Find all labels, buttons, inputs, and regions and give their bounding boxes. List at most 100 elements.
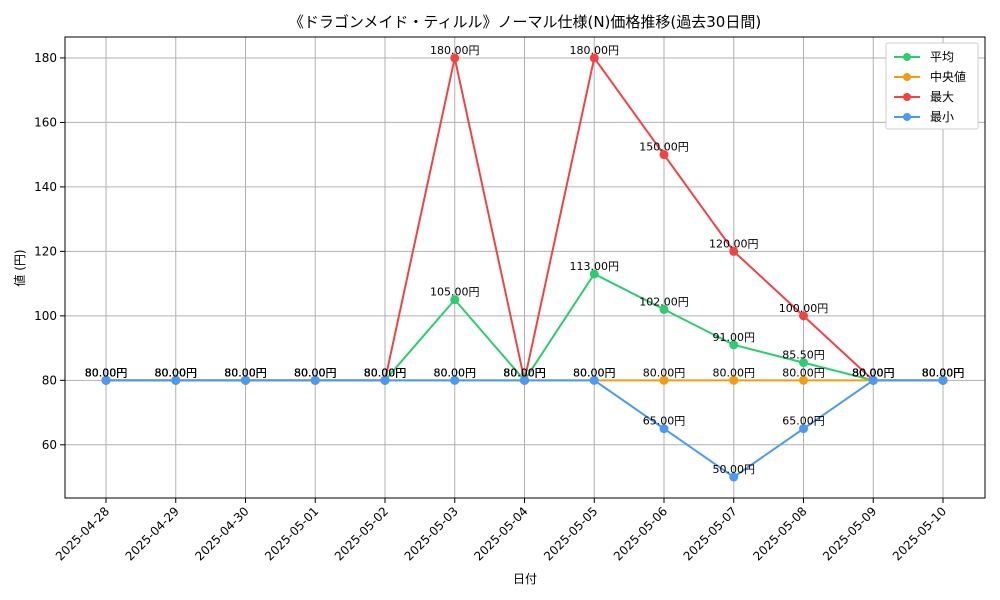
data-label: 80.00円 — [294, 366, 337, 379]
data-point — [938, 375, 948, 385]
data-point — [729, 375, 739, 385]
data-label: 80.00円 — [155, 366, 198, 379]
data-label: 80.00円 — [364, 366, 407, 379]
data-point — [310, 375, 320, 385]
data-label: 50.00円 — [713, 463, 756, 476]
x-axis-ticks: 2025-04-28 2025-04-29 2025-04-30 2025-05-01… — [53, 498, 949, 563]
data-label: 80.00円 — [852, 366, 895, 379]
data-label: 80.00円 — [85, 366, 128, 379]
data-label: 80.00円 — [364, 366, 407, 379]
data-label: 80.00円 — [782, 366, 825, 379]
data-label: 80.00円 — [503, 366, 546, 379]
data-point — [659, 304, 669, 314]
data-label: 180.00円 — [570, 44, 620, 57]
data-point — [520, 375, 529, 385]
data-point — [380, 375, 390, 385]
data-point — [799, 358, 808, 368]
y-tick-label: 80 — [42, 373, 57, 387]
y-tick-label: 180 — [34, 51, 57, 65]
data-label: 120.00円 — [709, 237, 759, 250]
data-point — [799, 311, 808, 321]
data-label: 80.00円 — [573, 366, 616, 379]
data-label: 80.00円 — [364, 366, 407, 379]
data-label: 80.00円 — [434, 366, 477, 379]
data-point — [450, 53, 460, 63]
data-label: 80.00円 — [713, 366, 756, 379]
y-tick-label: 60 — [42, 438, 57, 452]
series-lines — [101, 53, 948, 482]
data-label: 80.00円 — [224, 366, 267, 379]
x-tick-label: 2025-05-05 — [541, 504, 600, 563]
data-label: 80.00円 — [434, 366, 477, 379]
data-label: 80.00円 — [573, 366, 616, 379]
data-point — [450, 375, 460, 385]
y-axis-label: 値 (円) — [12, 249, 27, 286]
data-label: 102.00円 — [639, 295, 689, 308]
data-label: 80.00円 — [85, 366, 128, 379]
data-label: 113.00円 — [570, 260, 620, 273]
data-label: 80.00円 — [503, 366, 546, 379]
data-label: 65.00円 — [782, 415, 825, 428]
data-label: 80.00円 — [852, 366, 895, 379]
data-label: 65.00円 — [643, 415, 686, 428]
y-tick-label: 100 — [34, 309, 57, 323]
y-tick-label: 120 — [34, 244, 57, 258]
data-label: 80.00円 — [643, 366, 686, 379]
data-label: 80.00円 — [852, 366, 895, 379]
legend-label: 中央値 — [930, 69, 966, 84]
data-labels: 80.00円 80.00円 80.00円 80.00円 80.00円 105.00円 80.… — [85, 44, 965, 476]
legend-marker — [903, 93, 911, 101]
x-tick-label: 2025-05-04 — [471, 504, 530, 563]
data-label: 80.00円 — [294, 366, 337, 379]
data-point — [171, 375, 181, 385]
data-label: 80.00円 — [852, 366, 895, 379]
data-label: 80.00円 — [922, 366, 965, 379]
data-point — [799, 375, 808, 385]
data-label: 80.00円 — [155, 366, 198, 379]
y-axis-ticks: 60 80 100 120 140 160 180 — [34, 51, 65, 452]
y-tick-label: 160 — [34, 115, 57, 129]
x-tick-label: 2025-05-06 — [611, 504, 670, 563]
x-tick-label: 2025-05-08 — [750, 504, 809, 563]
data-point — [729, 472, 739, 482]
legend-label: 最大 — [930, 90, 954, 104]
data-point — [868, 375, 878, 385]
data-label: 80.00円 — [922, 366, 965, 379]
data-point — [101, 375, 111, 385]
data-label: 80.00円 — [294, 366, 337, 379]
data-label: 80.00円 — [224, 366, 267, 379]
legend-label: 平均 — [930, 50, 954, 64]
data-label: 85.50円 — [782, 349, 825, 362]
data-label: 80.00円 — [85, 366, 128, 379]
x-tick-label: 2025-04-30 — [192, 504, 251, 563]
data-point — [589, 53, 599, 63]
data-label: 180.00円 — [430, 44, 480, 57]
data-point — [589, 375, 599, 385]
data-label: 100.00円 — [779, 302, 829, 315]
data-label: 150.00円 — [639, 141, 689, 154]
data-label: 80.00円 — [922, 366, 965, 379]
y-tick-label: 140 — [34, 180, 57, 194]
x-tick-label: 2025-05-02 — [332, 504, 391, 563]
data-label: 80.00円 — [85, 366, 128, 379]
legend-marker — [903, 73, 911, 81]
legend-box — [885, 42, 979, 130]
data-point — [659, 424, 669, 434]
data-point — [659, 375, 669, 385]
data-label: 80.00円 — [503, 366, 546, 379]
data-point — [450, 295, 460, 305]
x-tick-label: 2025-05-10 — [890, 504, 949, 563]
data-label: 80.00円 — [503, 366, 546, 379]
x-tick-label: 2025-04-29 — [123, 504, 182, 563]
data-label: 80.00円 — [224, 366, 267, 379]
data-point — [589, 269, 599, 279]
legend-label: 最小 — [930, 110, 954, 124]
data-point — [729, 340, 739, 350]
x-tick-label: 2025-05-07 — [681, 504, 740, 563]
x-tick-label: 2025-05-03 — [402, 504, 461, 563]
data-label: 80.00円 — [294, 366, 337, 379]
x-tick-label: 2025-04-28 — [53, 504, 112, 563]
chart-title: 《ドラゴンメイド・ティルル》ノーマル仕様(N)価格推移(過去30日間) — [289, 13, 761, 31]
